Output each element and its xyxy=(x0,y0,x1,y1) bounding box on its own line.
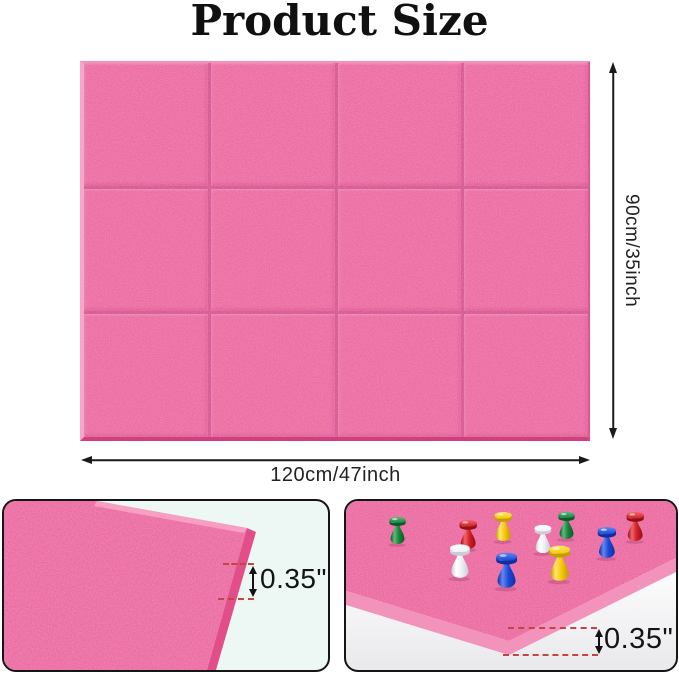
thickness-detail-left-panel: 0.35" xyxy=(2,499,330,672)
felt-tile xyxy=(210,314,335,437)
page-title: Product Size xyxy=(190,0,489,45)
pushpin-icon xyxy=(448,544,470,582)
arrow-down-icon xyxy=(594,646,603,654)
arrow-up-icon xyxy=(594,629,603,637)
width-dimension-arrow xyxy=(81,454,590,466)
thickness-label-left: 0.35" xyxy=(260,563,327,594)
arrow-up-icon xyxy=(609,62,617,73)
pushpin-blue xyxy=(493,549,520,594)
pushpin-icon xyxy=(625,511,644,544)
pushpin-icon xyxy=(557,511,576,542)
dimension-line xyxy=(251,571,254,592)
pushpin-detail-right-panel: 0.35" xyxy=(344,499,678,672)
felt-tile xyxy=(337,188,462,312)
thickness-arrow xyxy=(248,566,257,597)
thickness-label-right: 0.35" xyxy=(604,623,674,655)
dash-line-bottom xyxy=(503,654,598,656)
height-dimension-label: 90cm/35inch xyxy=(621,193,642,308)
felt-board-grid xyxy=(84,63,588,437)
pushpin-blue xyxy=(595,524,619,563)
pushpin-icon xyxy=(493,511,512,544)
arrow-down-icon xyxy=(609,428,617,439)
felt-tile xyxy=(210,63,335,186)
dimension-line xyxy=(597,634,600,649)
dash-line-top xyxy=(223,563,254,565)
pushpin-red xyxy=(624,509,646,546)
pushpin-green xyxy=(387,514,408,549)
felt-tile xyxy=(84,188,208,312)
pushpin-icon xyxy=(388,516,407,547)
arrow-up-icon xyxy=(248,566,257,574)
felt-tile xyxy=(337,314,462,437)
pushpin-icon xyxy=(596,527,617,561)
pushpin-white xyxy=(447,541,473,584)
dash-line-top xyxy=(508,627,597,629)
dash-line-bottom xyxy=(218,598,254,600)
felt-tile xyxy=(210,188,335,312)
arrow-down-icon xyxy=(248,589,257,597)
felt-tile xyxy=(337,63,462,186)
felt-tile xyxy=(464,188,588,312)
felt-board xyxy=(80,61,590,441)
width-dimension-label: 120cm/47inch xyxy=(270,464,401,486)
arrow-left-icon xyxy=(81,456,92,464)
felt-tile xyxy=(84,63,208,186)
felt-tile xyxy=(84,314,208,437)
pushpin-icon xyxy=(494,552,518,592)
pushpin-green xyxy=(556,509,577,544)
dimension-line xyxy=(612,69,614,432)
pushpin-yellow xyxy=(492,509,514,546)
height-dimension-arrow xyxy=(607,62,619,439)
felt-tile xyxy=(464,314,588,437)
pushpin-layer xyxy=(346,501,676,670)
pushpin-yellow xyxy=(546,542,573,587)
pushpin-icon xyxy=(547,545,571,585)
felt-tile xyxy=(464,63,588,186)
arrow-right-icon xyxy=(579,456,590,464)
dimension-line xyxy=(88,459,583,461)
thickness-arrow xyxy=(594,629,603,654)
